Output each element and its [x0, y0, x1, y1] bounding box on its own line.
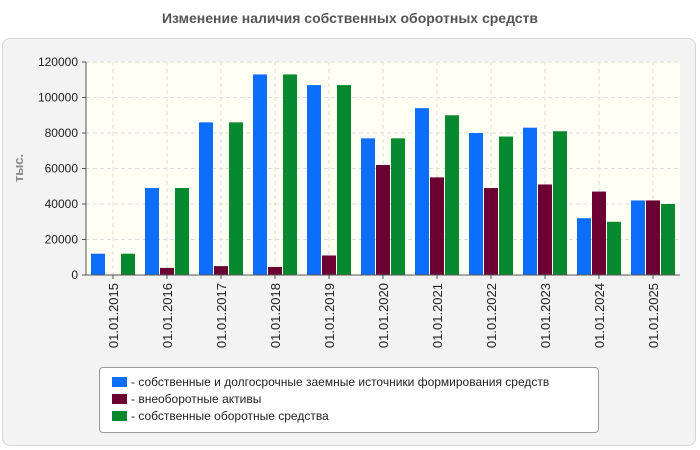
bar-series-2-01.01.2016	[160, 267, 174, 275]
y-tick-label: 80000	[45, 126, 79, 140]
bar-series-3-01.01.2022	[499, 136, 513, 275]
x-axis-ticks: 01.01.2015 01.01.2016 01.01.2017 01.01.2018…	[106, 275, 661, 348]
bar-series-1-01.01.2025	[631, 200, 645, 275]
bar-series-2-01.01.2022	[484, 188, 498, 275]
x-tick-label: 01.01.2017	[214, 283, 229, 348]
bar-series-3-01.01.2025	[661, 204, 675, 275]
bar-series-3-01.01.2023	[553, 131, 567, 275]
x-tick-label: 01.01.2025	[646, 283, 661, 348]
bar-series-3-01.01.2017	[229, 122, 243, 275]
legend-swatch-working-capital	[112, 410, 127, 421]
x-tick-label: 01.01.2019	[322, 283, 337, 348]
legend-label-sources: - собственные и долгосрочные заемные ист…	[131, 374, 550, 389]
x-tick-label: 01.01.2016	[160, 283, 175, 348]
bar-series-3-01.01.2021	[445, 115, 459, 275]
legend-swatch-noncurrent-assets	[112, 393, 127, 404]
y-tick-label: 120000	[38, 55, 78, 69]
bar-series-3-01.01.2018	[283, 74, 297, 275]
bar-series-1-01.01.2017	[199, 122, 213, 275]
x-tick-label: 01.01.2024	[592, 283, 607, 348]
bar-series-1-01.01.2024	[577, 218, 591, 275]
y-axis-label: тыс.	[11, 154, 26, 182]
y-tick-label: 20000	[45, 233, 79, 247]
legend-label-working-capital: - собственные оборотные средства	[131, 408, 329, 423]
bar-series-2-01.01.2019	[322, 255, 336, 275]
bar-series-1-01.01.2019	[307, 85, 321, 275]
bar-series-3-01.01.2015	[121, 253, 135, 275]
x-tick-label: 01.01.2022	[484, 283, 499, 348]
legend-item-noncurrent-assets: - внеоборотные активы	[112, 390, 598, 407]
y-tick-label: 60000	[45, 162, 79, 176]
bar-series-2-01.01.2021	[430, 177, 444, 275]
legend-item-working-capital: - собственные оборотные средства	[112, 407, 598, 424]
bar-series-1-01.01.2023	[523, 127, 537, 275]
legend-item-sources: - собственные и долгосрочные заемные ист…	[112, 373, 598, 390]
bar-series-1-01.01.2020	[361, 138, 375, 275]
bar-series-2-01.01.2020	[376, 164, 390, 275]
bar-series-1-01.01.2022	[469, 133, 483, 275]
x-tick-label: 01.01.2021	[430, 283, 445, 348]
y-tick-label: 0	[71, 268, 78, 282]
bar-series-2-01.01.2017	[214, 266, 228, 275]
bar-series-3-01.01.2024	[607, 221, 621, 275]
x-tick-label: 01.01.2015	[106, 283, 121, 348]
bar-series-1-01.01.2018	[253, 74, 267, 275]
y-tick-label: 40000	[45, 197, 79, 211]
bar-series-2-01.01.2024	[592, 191, 606, 275]
bar-series-3-01.01.2019	[337, 85, 351, 275]
bar-series-3-01.01.2020	[391, 138, 405, 275]
legend: - собственные и долгосрочные заемные ист…	[99, 367, 599, 433]
legend-label-noncurrent-assets: - внеоборотные активы	[131, 391, 262, 406]
bar-series-2-01.01.2025	[646, 200, 660, 275]
bar-series-1-01.01.2015	[91, 253, 105, 275]
x-tick-label: 01.01.2018	[268, 283, 283, 348]
x-tick-label: 01.01.2023	[538, 283, 553, 348]
bar-series-2-01.01.2023	[538, 184, 552, 275]
bar-series-3-01.01.2016	[175, 188, 189, 275]
bar-series-2-01.01.2018	[268, 267, 282, 275]
bar-series-1-01.01.2021	[415, 108, 429, 276]
bar-series-1-01.01.2016	[145, 188, 159, 275]
legend-swatch-sources	[112, 376, 127, 387]
chart-title: Изменение наличия собственных оборотных …	[161, 10, 539, 26]
x-tick-label: 01.01.2020	[376, 283, 391, 348]
bars	[91, 74, 675, 276]
y-axis-ticks: 0 20000 40000 60000 80000 100000 120000	[38, 55, 86, 282]
y-tick-label: 100000	[38, 91, 78, 105]
